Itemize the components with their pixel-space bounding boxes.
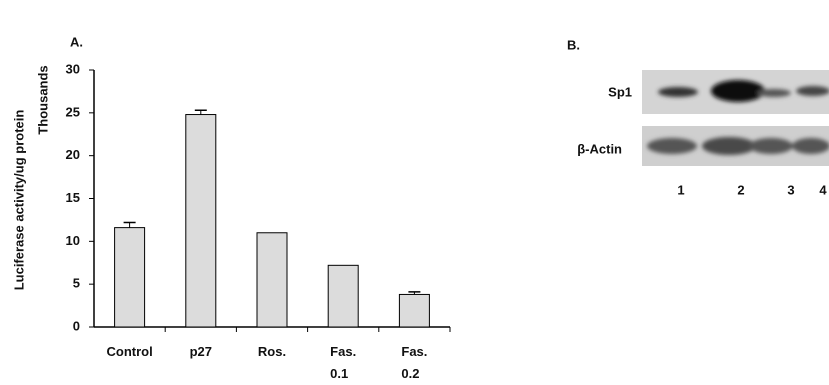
chart: A. Luciferase activity/ug protein Thousa…	[0, 0, 829, 385]
y-tick-label: 20	[66, 147, 80, 162]
lane-label: 3	[787, 182, 794, 197]
x-tick-label: Control	[106, 341, 152, 363]
bands	[647, 80, 829, 155]
x-tick-label: Fas. 0.1	[330, 341, 356, 385]
lane-label: 4	[819, 182, 827, 197]
x-tick-label: Ros.	[258, 341, 286, 363]
lane-label: 2	[737, 182, 744, 197]
y-tick-label: 10	[66, 233, 80, 248]
bar	[257, 233, 287, 327]
row-label: β-Actin	[577, 141, 622, 156]
figure: A. Luciferase activity/ug protein Thousa…	[0, 0, 829, 385]
y-tick-label: 25	[66, 104, 80, 119]
lane-label: 1	[677, 182, 684, 197]
bar	[115, 228, 145, 327]
panel-label: B.	[567, 37, 580, 52]
panel-label: A.	[70, 34, 83, 49]
y-tick-label: 15	[66, 190, 80, 205]
y-tick-label: 30	[66, 61, 80, 76]
y-axis-label: Luciferase activity/ug protein	[11, 110, 26, 291]
bar	[186, 115, 216, 327]
y-tick-label: 5	[73, 276, 80, 291]
x-tick-label: Fas. 0.2	[401, 341, 427, 385]
bar	[328, 265, 358, 327]
y-unit-label: Thousands	[35, 65, 50, 134]
row-label: Sp1	[608, 84, 632, 99]
x-tick-label: p27	[190, 341, 212, 363]
bar	[399, 294, 429, 327]
y-tick-label: 0	[73, 318, 80, 333]
